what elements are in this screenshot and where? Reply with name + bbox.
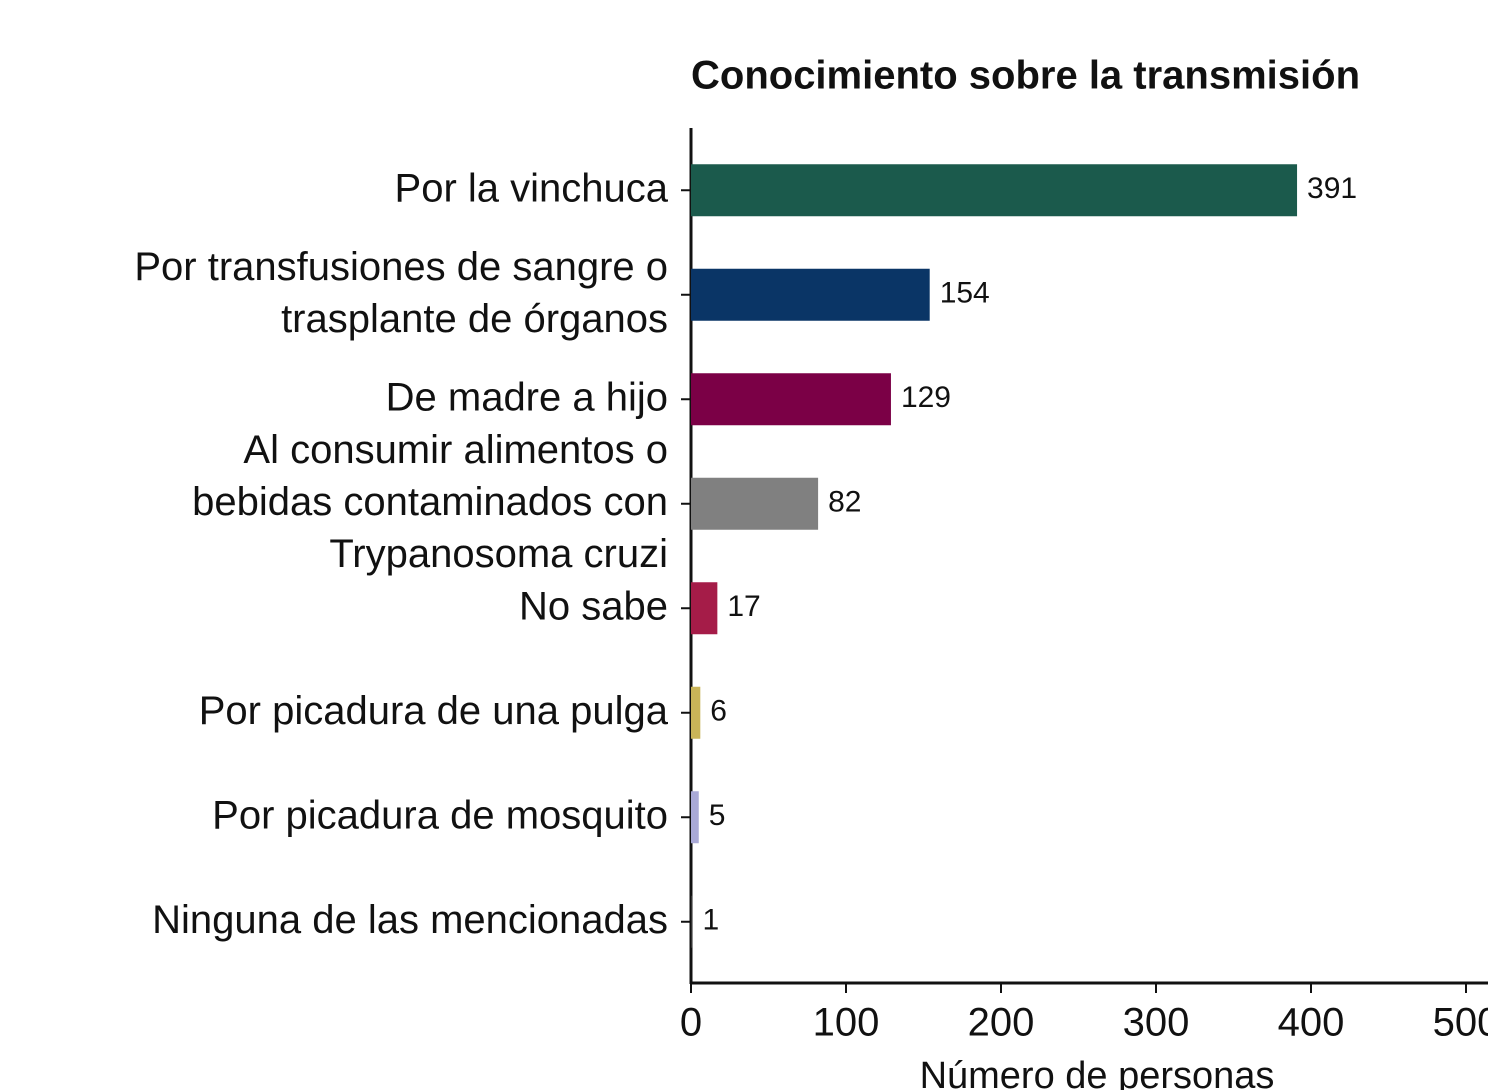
bar <box>691 477 819 530</box>
x-tick-label: 400 <box>1278 1001 1345 1045</box>
y-tick-label: Por picadura de mosquito <box>212 793 668 837</box>
bar <box>691 686 701 739</box>
bar <box>691 373 891 426</box>
y-tick-label: Por transfusiones de sangre o trasplante … <box>134 244 668 340</box>
y-tick-label: Al consumir alimentos o bebidas contamina… <box>192 427 668 575</box>
data-label: 154 <box>940 277 990 310</box>
x-tick-label: 0 <box>680 1001 702 1045</box>
x-tick-label: 100 <box>813 1001 880 1045</box>
x-tick-label: 300 <box>1123 1001 1190 1045</box>
y-tick-label: No sabe <box>519 584 668 628</box>
data-label: 17 <box>727 590 760 623</box>
data-label: 129 <box>901 381 951 414</box>
x-tick-label: 200 <box>968 1001 1035 1045</box>
x-axis-label: Número de personas <box>920 1055 1275 1090</box>
bar <box>691 791 699 844</box>
data-label: 6 <box>710 695 727 728</box>
y-tick-label: Por picadura de una pulga <box>199 688 669 732</box>
data-label: 82 <box>828 486 861 519</box>
bar <box>691 895 693 948</box>
data-label: 1 <box>703 904 720 937</box>
y-tick-label: Ninguna de las mencionadas <box>152 897 668 941</box>
y-tick-label: De madre a hijo <box>386 375 668 419</box>
bar <box>691 268 930 321</box>
bar <box>691 582 718 635</box>
x-tick-label: 500 <box>1433 1001 1488 1045</box>
chart-title: Conocimiento sobre la transmisión <box>691 54 1360 98</box>
y-tick-label: Por la vinchuca <box>395 166 669 210</box>
data-label: 391 <box>1307 172 1357 205</box>
bar <box>691 164 1298 217</box>
data-label: 5 <box>709 799 726 832</box>
